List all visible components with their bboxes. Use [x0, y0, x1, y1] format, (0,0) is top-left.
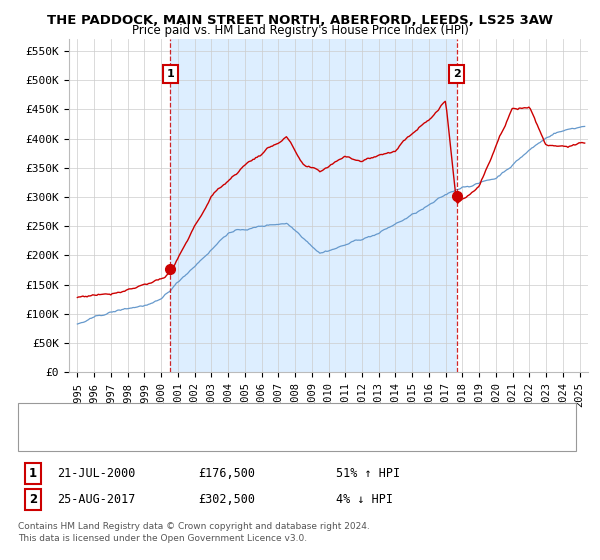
Text: 1: 1 — [166, 69, 174, 80]
Text: Contains HM Land Registry data © Crown copyright and database right 2024.: Contains HM Land Registry data © Crown c… — [18, 522, 370, 531]
Bar — [170, 39, 457, 372]
Text: 2: 2 — [453, 69, 460, 80]
Text: 1: 1 — [29, 466, 37, 480]
Text: —: — — [24, 430, 41, 448]
Text: Price paid vs. HM Land Registry's House Price Index (HPI): Price paid vs. HM Land Registry's House … — [131, 24, 469, 36]
Text: This data is licensed under the Open Government Licence v3.0.: This data is licensed under the Open Gov… — [18, 534, 307, 543]
Text: THE PADDOCK, MAIN STREET NORTH, ABERFORD, LEEDS, LS25 3AW: THE PADDOCK, MAIN STREET NORTH, ABERFORD… — [47, 14, 553, 27]
Text: 2: 2 — [29, 493, 37, 506]
Text: 4% ↓ HPI: 4% ↓ HPI — [336, 493, 393, 506]
Text: —: — — [24, 408, 41, 426]
Text: £302,500: £302,500 — [198, 493, 255, 506]
Text: 21-JUL-2000: 21-JUL-2000 — [57, 466, 136, 480]
Text: HPI: Average price, detached house, Leeds: HPI: Average price, detached house, Leed… — [45, 434, 268, 444]
Text: 51% ↑ HPI: 51% ↑ HPI — [336, 466, 400, 480]
Text: £176,500: £176,500 — [198, 466, 255, 480]
Text: THE PADDOCK, MAIN STREET NORTH, ABERFORD, LEEDS, LS25 3AW (detached house): THE PADDOCK, MAIN STREET NORTH, ABERFORD… — [45, 412, 493, 422]
Text: 25-AUG-2017: 25-AUG-2017 — [57, 493, 136, 506]
